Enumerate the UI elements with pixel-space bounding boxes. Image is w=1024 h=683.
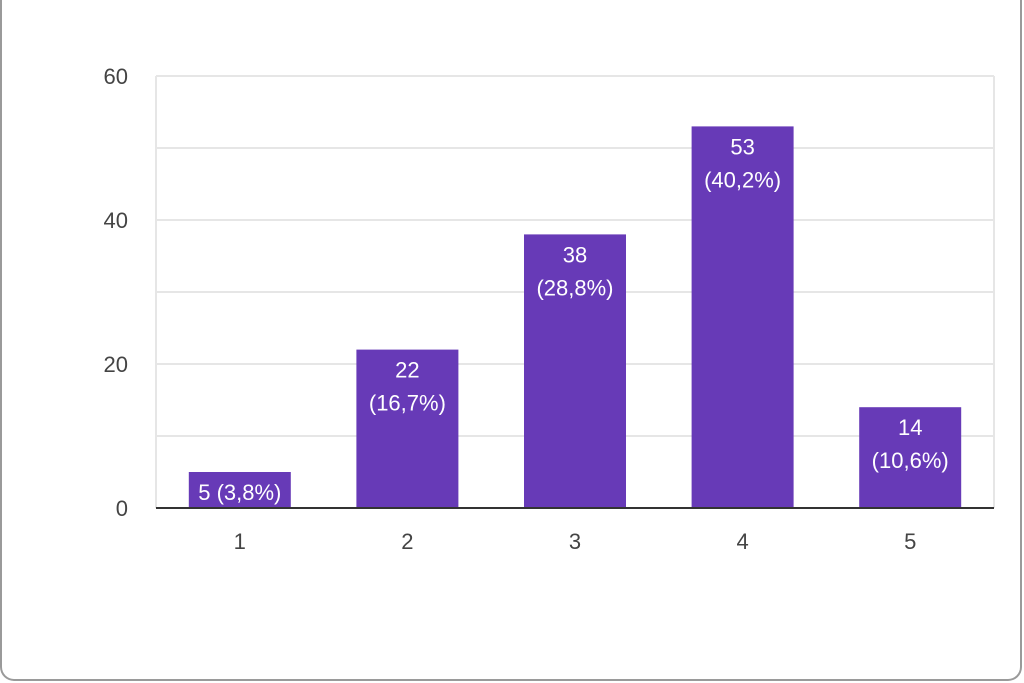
bar-5	[859, 407, 962, 508]
bar-data-label: (10,6%)	[872, 448, 949, 473]
y-tick-label: 40	[104, 208, 128, 233]
bar-data-label: 22	[395, 358, 419, 383]
x-tick-label: 3	[569, 529, 581, 554]
bar-data-label: (16,7%)	[369, 391, 446, 416]
bar-data-label: 53	[730, 134, 754, 159]
bar-data-label: (28,8%)	[536, 275, 613, 300]
y-tick-label: 0	[116, 496, 128, 521]
bars: 5 (3,8%) 22 (16,7%) 38 (28,8%) 53 (40,2%) 14 (10…	[188, 126, 962, 509]
bar-2	[356, 349, 459, 508]
x-axis-ticks: 1 2 3 4 5	[234, 529, 917, 554]
bar-data-label: (40,2%)	[704, 167, 781, 192]
x-tick-label: 4	[736, 529, 748, 554]
bar-data-label: 14	[898, 415, 922, 440]
x-tick-label: 1	[234, 529, 246, 554]
bar-1	[188, 472, 291, 508]
y-tick-label: 60	[104, 64, 128, 89]
y-axis-ticks: 0 20 40 60	[104, 64, 128, 521]
bar-data-label: 38	[563, 242, 587, 267]
bar-data-label: 5 (3,8%)	[198, 480, 281, 505]
x-tick-label: 5	[904, 529, 916, 554]
bar-4	[691, 126, 794, 509]
x-tick-label: 2	[401, 529, 413, 554]
y-tick-label: 20	[104, 352, 128, 377]
bar-3	[524, 234, 626, 508]
